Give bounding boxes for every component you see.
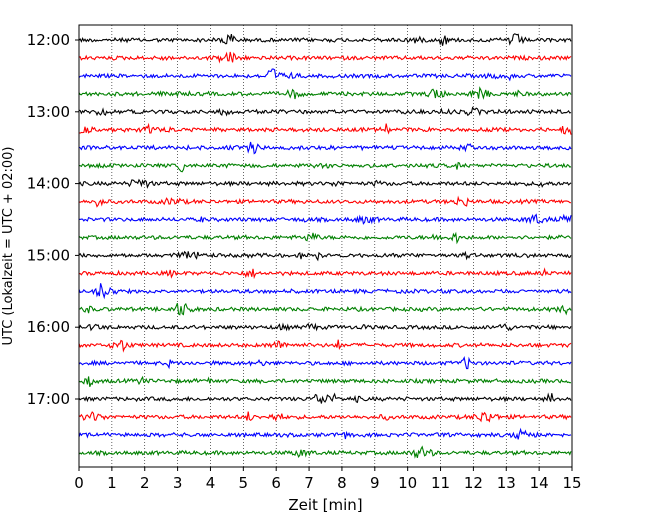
seismic-trace-1745 <box>78 445 572 459</box>
trace-layer <box>78 33 572 459</box>
y-tick-label: 12:00 <box>27 31 70 49</box>
seismic-trace-1415 <box>78 195 572 208</box>
seismic-trace-1330 <box>78 141 572 155</box>
x-tick-label: 15 <box>562 474 581 492</box>
seismic-trace-1215 <box>78 51 572 64</box>
x-tick-label: 2 <box>140 474 150 492</box>
y-tick-label: 15:00 <box>27 246 70 264</box>
seismic-trace-1515 <box>78 267 572 280</box>
seismic-trace-1645 <box>78 375 572 388</box>
seismic-trace-1430 <box>78 213 572 225</box>
x-tick-label: 12 <box>464 474 483 492</box>
seismic-trace-1545 <box>78 302 572 316</box>
x-tick-label: 3 <box>173 474 183 492</box>
seismic-trace-1400 <box>78 178 572 189</box>
x-axis-label: Zeit [min] <box>288 496 362 514</box>
seismic-trace-1230 <box>78 68 572 82</box>
x-tick-label: 1 <box>107 474 117 492</box>
seismic-trace-1630 <box>78 356 572 370</box>
seismic-trace-1200 <box>78 33 572 46</box>
seismic-trace-1345 <box>78 161 572 173</box>
x-tick-label: 0 <box>74 474 84 492</box>
y-axis-label: UTC (Lokalzeit = UTC + 02:00) <box>1 147 16 346</box>
x-tick-label: 8 <box>337 474 347 492</box>
y-tick-label: 14:00 <box>27 175 70 193</box>
y-tick-label: 16:00 <box>27 318 70 336</box>
plot-frame <box>78 24 573 468</box>
seismic-trace-1600 <box>78 322 572 332</box>
seismic-trace-1315 <box>78 122 572 135</box>
x-tick-label: 13 <box>497 474 516 492</box>
x-tick-label: 6 <box>271 474 281 492</box>
x-tick-label: 9 <box>370 474 380 492</box>
x-tick-label: 14 <box>530 474 549 492</box>
seismic-trace-1445 <box>78 231 572 245</box>
y-tick-label: 13:00 <box>27 103 70 121</box>
x-tick-label: 7 <box>304 474 314 492</box>
seismic-trace-1730 <box>78 427 572 440</box>
x-tick-label: 5 <box>239 474 249 492</box>
x-tick-label: 10 <box>398 474 417 492</box>
seismic-trace-1615 <box>78 339 572 353</box>
seismic-trace-1715 <box>78 411 572 423</box>
x-tick-label: 11 <box>431 474 450 492</box>
x-tick-label: 4 <box>206 474 216 492</box>
seismic-trace-1700 <box>78 392 572 404</box>
tick-layer: 0 1 2 3 4 5 6 7 8 9 10 11 12 13 14 1512:0013:0014:0015:… <box>27 31 582 492</box>
seismic-trace-1245 <box>78 86 572 100</box>
seismic-trace-1530 <box>78 283 572 300</box>
seismic-trace-1300 <box>78 106 572 117</box>
seismic-trace-1500 <box>78 250 572 262</box>
y-tick-label: 17:00 <box>27 390 70 408</box>
